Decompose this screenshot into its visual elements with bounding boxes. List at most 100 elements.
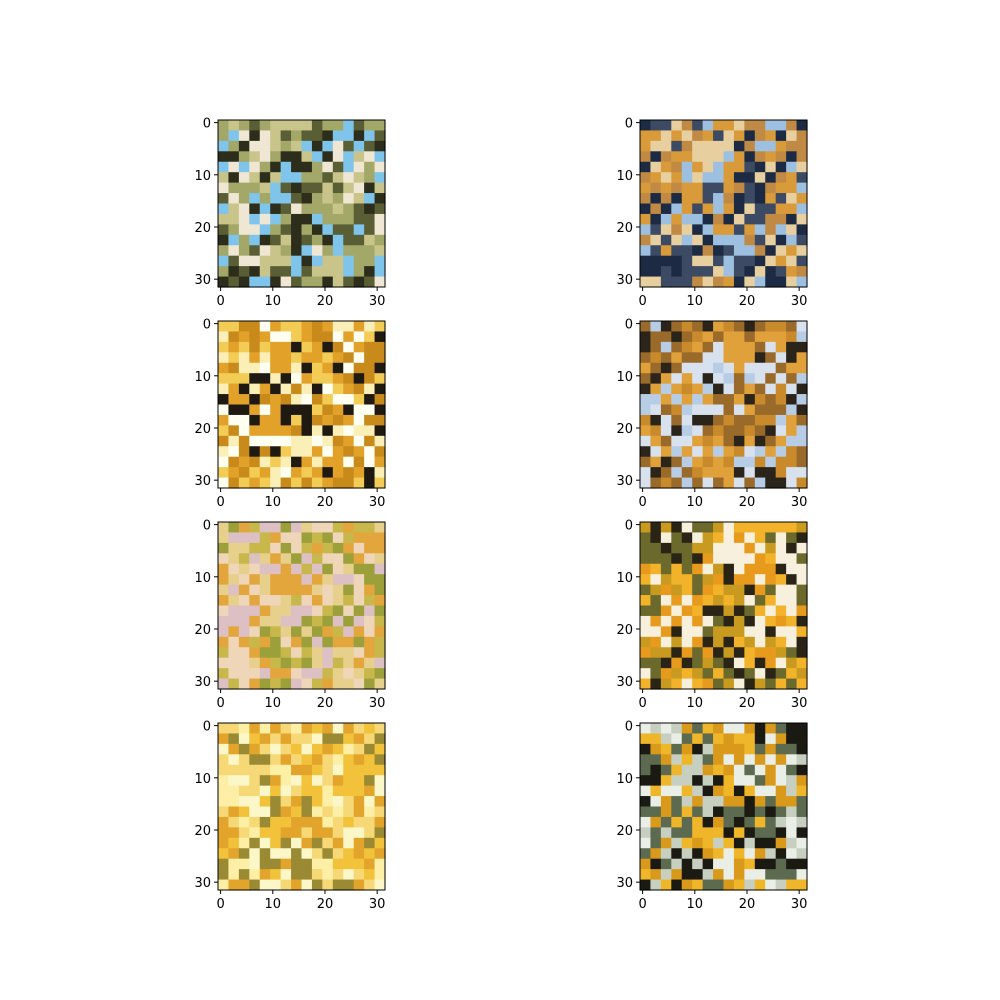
image-pixel	[723, 879, 735, 891]
image-pixel	[796, 255, 808, 267]
image-pixel	[353, 276, 365, 288]
image-pixel	[692, 213, 704, 225]
x-tick-label: 0	[638, 897, 646, 912]
image-pixel	[671, 574, 683, 586]
image-pixel	[301, 668, 313, 680]
image-pixel	[733, 193, 745, 205]
image-pixel	[681, 723, 693, 735]
image-pixel	[343, 595, 355, 607]
image-pixel	[291, 723, 303, 735]
image-pixel	[238, 414, 250, 426]
image-pixel	[765, 775, 777, 787]
image-pixel	[692, 723, 704, 735]
image-pixel	[238, 151, 250, 163]
image-pixel	[280, 563, 292, 575]
image-pixel	[238, 383, 250, 395]
image-pixel	[322, 869, 334, 881]
image-pixel	[259, 276, 271, 288]
image-pixel	[259, 657, 271, 669]
image-pixel	[291, 837, 303, 849]
image-pixel	[374, 595, 386, 607]
image-pixel	[238, 321, 250, 333]
image-pixel	[218, 203, 230, 215]
image-pixel	[218, 563, 230, 575]
x-tick: 20	[317, 287, 334, 309]
image-pixel	[796, 477, 808, 489]
x-tick: 30	[791, 689, 807, 711]
image-pixel	[353, 224, 365, 236]
image-pixel	[311, 816, 323, 828]
image-pixel	[733, 245, 745, 257]
image-pixel	[311, 522, 323, 534]
image-pixel	[301, 743, 313, 755]
image-pixel	[796, 151, 808, 163]
image-pixel	[249, 352, 261, 364]
image-pixel	[650, 848, 662, 860]
image-pixel	[259, 743, 271, 755]
image-pixel	[671, 425, 683, 437]
image-pixel	[332, 532, 344, 544]
image-pixel	[353, 584, 365, 596]
image-pixel	[796, 321, 808, 333]
x-tick: 30	[791, 488, 807, 510]
image-pixel	[796, 764, 808, 776]
image-pixel	[218, 636, 230, 648]
image-pixel	[364, 796, 376, 808]
image-pixel	[723, 130, 735, 142]
image-pixel	[291, 816, 303, 828]
image-pixel	[786, 626, 798, 638]
image-pixel	[702, 373, 714, 385]
image-pixel	[353, 764, 365, 776]
x-tick-label: 20	[317, 294, 334, 309]
image-pixel	[702, 678, 714, 690]
image-pixel	[733, 456, 745, 468]
image-pixel	[640, 352, 652, 364]
image-pixel	[270, 193, 282, 205]
image-pixel	[291, 668, 303, 680]
image-pixel	[733, 869, 745, 881]
image-pixel	[343, 733, 355, 745]
image-pixel	[640, 605, 652, 617]
image-pixel	[228, 879, 240, 891]
image-pixel	[311, 595, 323, 607]
image-pixel	[332, 733, 344, 745]
image-pixel	[238, 331, 250, 343]
image-pixel	[374, 245, 386, 257]
image-pixel	[238, 879, 250, 891]
image-pixel	[681, 130, 693, 142]
image-pixel	[702, 626, 714, 638]
image-pixel	[364, 182, 376, 194]
image-pixel	[650, 626, 662, 638]
image-pixel	[650, 255, 662, 267]
image-pixel	[322, 827, 334, 839]
image-pixel	[301, 806, 313, 818]
image-pixel	[796, 678, 808, 690]
image-pixel	[765, 764, 777, 776]
image-pixel	[733, 446, 745, 458]
image-pixel	[249, 869, 261, 881]
image-pixel	[660, 276, 672, 288]
y-tick-label: 0	[625, 318, 633, 333]
image-pixel	[311, 626, 323, 638]
image-pixel	[301, 245, 313, 257]
image-pixel	[713, 733, 725, 745]
image-pixel	[702, 203, 714, 215]
image-pixel	[364, 234, 376, 246]
image-pixel	[259, 848, 271, 860]
image-pixel	[374, 743, 386, 755]
image-pixel	[332, 425, 344, 437]
image-pixel	[322, 352, 334, 364]
image-pixel	[322, 425, 334, 437]
image-pixel	[692, 869, 704, 881]
image-pixel	[301, 234, 313, 246]
image-pixel	[702, 879, 714, 891]
image-pixel	[660, 668, 672, 680]
image-pixel	[650, 373, 662, 385]
image-pixel	[238, 435, 250, 447]
image-pixel	[249, 816, 261, 828]
image-pixel	[364, 678, 376, 690]
image-pixel	[702, 647, 714, 659]
image-pixel	[775, 806, 787, 818]
image-pixel	[343, 234, 355, 246]
image-pixel	[249, 276, 261, 288]
